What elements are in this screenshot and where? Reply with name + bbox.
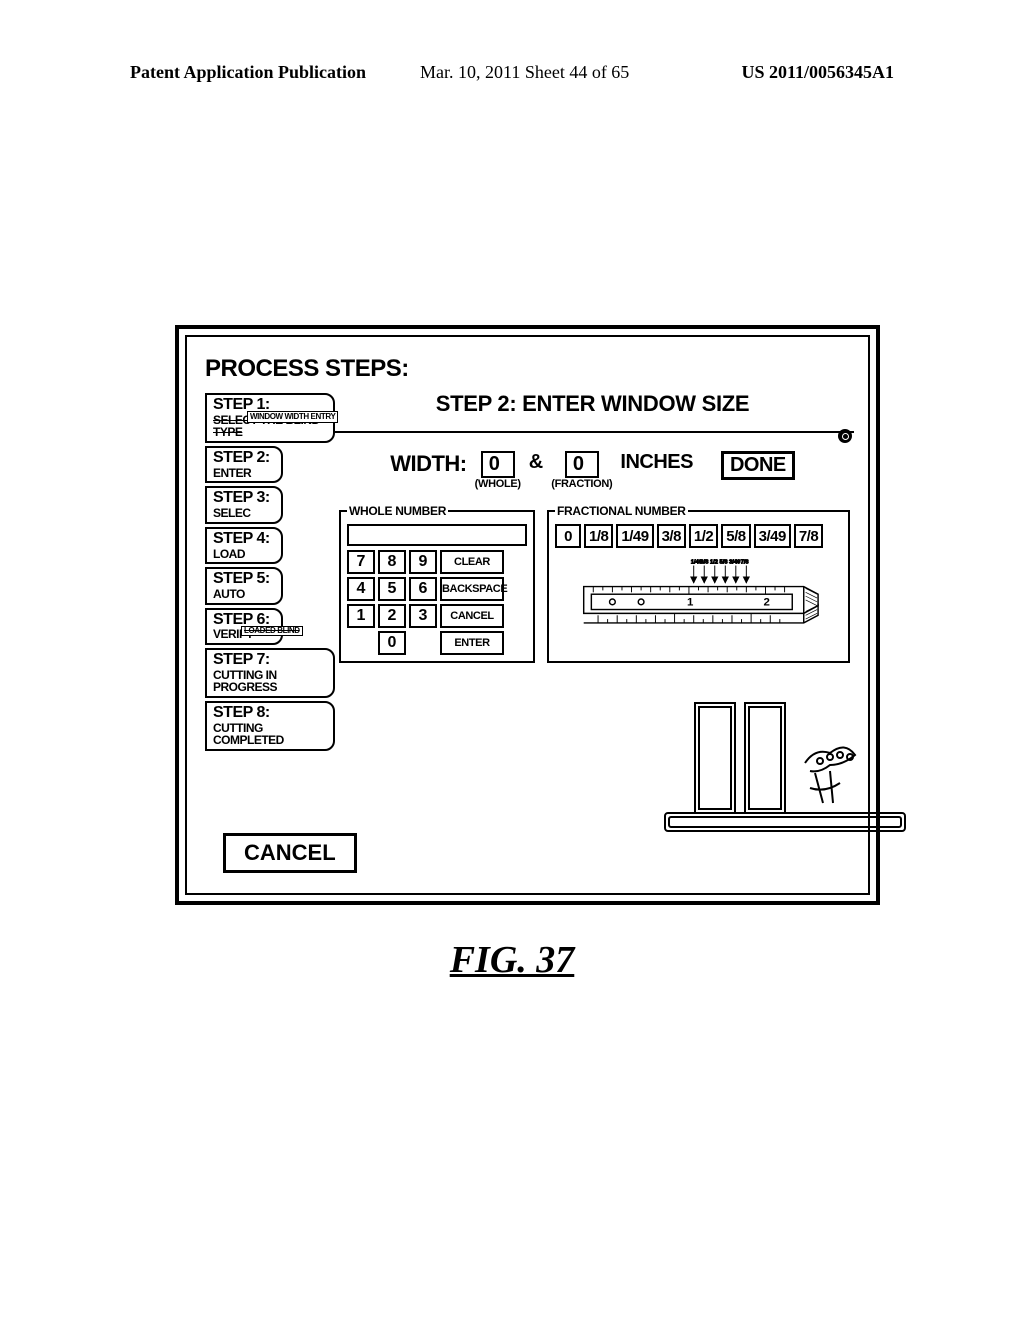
ampersand: & [529, 451, 543, 474]
key-1[interactable]: 1 [347, 604, 375, 628]
step-sub: AUTO [213, 588, 277, 601]
svg-text:1: 1 [687, 597, 694, 609]
step-tab-2[interactable]: STEP 2: ENTER [205, 446, 283, 483]
key-7[interactable]: 7 [347, 550, 375, 574]
width-row: WIDTH: 0 (WHOLE) & 0 (FRACTION) INCHES D… [335, 451, 850, 490]
fraction-sublabel: (FRACTION) [551, 478, 612, 490]
step6-overlay-box: LOADED BLIND [241, 626, 303, 636]
header-right: US 2011/0056345A1 [741, 62, 894, 83]
key-3[interactable]: 3 [409, 604, 437, 628]
step-label: STEP 4: [213, 531, 277, 548]
step-sub: ENTER [213, 467, 277, 480]
divider [331, 431, 854, 433]
unit-label: INCHES [620, 451, 693, 474]
whole-sublabel: (WHOLE) [475, 478, 521, 490]
steps-sidebar: STEP 1: SELECT THE BLIND TYPE WINDOW WID… [205, 393, 335, 754]
step-label: STEP 2: [213, 450, 277, 467]
svg-text:3/49: 3/49 [729, 560, 740, 566]
page-header: Patent Application Publication Mar. 10, … [130, 62, 894, 83]
header-left: Patent Application Publication [130, 62, 366, 82]
frac-1-8[interactable]: 1/8 [584, 524, 613, 548]
step-sub: LOAD [213, 548, 277, 561]
key-2[interactable]: 2 [378, 604, 406, 628]
done-button[interactable]: DONE [721, 451, 795, 480]
svg-text:5/8: 5/8 [720, 560, 729, 566]
whole-display[interactable] [347, 524, 527, 546]
svg-text:2: 2 [764, 597, 770, 609]
width-fraction-input[interactable]: 0 [565, 451, 599, 478]
step-label: STEP 8: [213, 705, 329, 722]
width-whole-input[interactable]: 0 [481, 451, 515, 478]
svg-text:3/8: 3/8 [700, 560, 709, 566]
screen-inner-frame: PROCESS STEPS: STEP 1: SELECT THE BLIND … [185, 335, 870, 895]
ruler-graphic: 1/49 3/8 1/2 5/8 3/49 7/8 [555, 554, 842, 644]
key-5[interactable]: 5 [378, 577, 406, 601]
step-label: STEP 3: [213, 490, 277, 507]
key-backspace[interactable]: BACKSPACE [440, 577, 504, 601]
frac-3-4[interactable]: 3/49 [754, 524, 791, 548]
main-panel: STEP 2: ENTER WINDOW SIZE WIDTH: 0 (WHOL… [335, 393, 850, 754]
step-tab-6[interactable]: STEP 6: VERIFY LOADED BLIND [205, 608, 283, 645]
key-clear[interactable]: CLEAR [440, 550, 504, 574]
step-tab-4[interactable]: STEP 4: LOAD [205, 527, 283, 564]
key-0[interactable]: 0 [378, 631, 406, 655]
screen-outer-frame: PROCESS STEPS: STEP 1: SELECT THE BLIND … [175, 325, 880, 905]
step-tab-3[interactable]: STEP 3: SELEC [205, 486, 283, 523]
step-sub: CUTTING COMPLETED [213, 722, 329, 747]
step-tab-7[interactable]: STEP 7: CUTTING IN PROGRESS [205, 648, 335, 698]
step-tab-5[interactable]: STEP 5: AUTO [205, 567, 283, 604]
key-9[interactable]: 9 [409, 550, 437, 574]
keypad: 7 8 9 CLEAR 4 5 6 BACKSPACE 1 2 3 [347, 550, 527, 655]
close-icon[interactable] [838, 429, 852, 443]
cancel-button[interactable]: CANCEL [223, 833, 357, 873]
frac-0[interactable]: 0 [555, 524, 581, 548]
key-8[interactable]: 8 [378, 550, 406, 574]
frac-7-8[interactable]: 7/8 [794, 524, 823, 548]
width-label: WIDTH: [390, 451, 466, 477]
figure-label: FIG. 37 [0, 938, 1024, 982]
main-heading: STEP 2: ENTER WINDOW SIZE [335, 391, 850, 417]
whole-number-panel: WHOLE NUMBER 7 8 9 CLEAR 4 5 6 BACKSPACE [339, 504, 535, 663]
key-4[interactable]: 4 [347, 577, 375, 601]
process-steps-title: PROCESS STEPS: [205, 355, 850, 383]
frac-5-8[interactable]: 5/8 [721, 524, 750, 548]
step-label: STEP 7: [213, 652, 329, 669]
whole-legend: WHOLE NUMBER [347, 504, 448, 518]
step-tab-1[interactable]: STEP 1: SELECT THE BLIND TYPE WINDOW WID… [205, 393, 335, 443]
step-label: STEP 5: [213, 571, 277, 588]
svg-text:7/8: 7/8 [741, 560, 750, 566]
step1-overlay-box: WINDOW WIDTH ENTRY [247, 411, 338, 423]
step-tab-8[interactable]: STEP 8: CUTTING COMPLETED [205, 701, 335, 751]
frac-legend: FRACTIONAL NUMBER [555, 504, 688, 518]
fractional-number-panel: FRACTIONAL NUMBER 0 1/8 1/49 3/8 1/2 5/8… [547, 504, 850, 663]
svg-text:1/2: 1/2 [710, 560, 718, 566]
header-mid: Mar. 10, 2011 Sheet 44 of 65 [420, 62, 629, 83]
key-6[interactable]: 6 [409, 577, 437, 601]
frac-1-4[interactable]: 1/49 [616, 524, 653, 548]
fraction-buttons-row: 0 1/8 1/49 3/8 1/2 5/8 3/49 7/8 [555, 524, 842, 548]
key-cancel[interactable]: CANCEL [440, 604, 504, 628]
step-sub: CUTTING IN PROGRESS [213, 669, 329, 694]
key-enter[interactable]: ENTER [440, 631, 504, 655]
frac-1-2[interactable]: 1/2 [689, 524, 718, 548]
step-sub: SELEC [213, 507, 277, 520]
frac-3-8[interactable]: 3/8 [657, 524, 686, 548]
machine-illustration [655, 693, 915, 843]
